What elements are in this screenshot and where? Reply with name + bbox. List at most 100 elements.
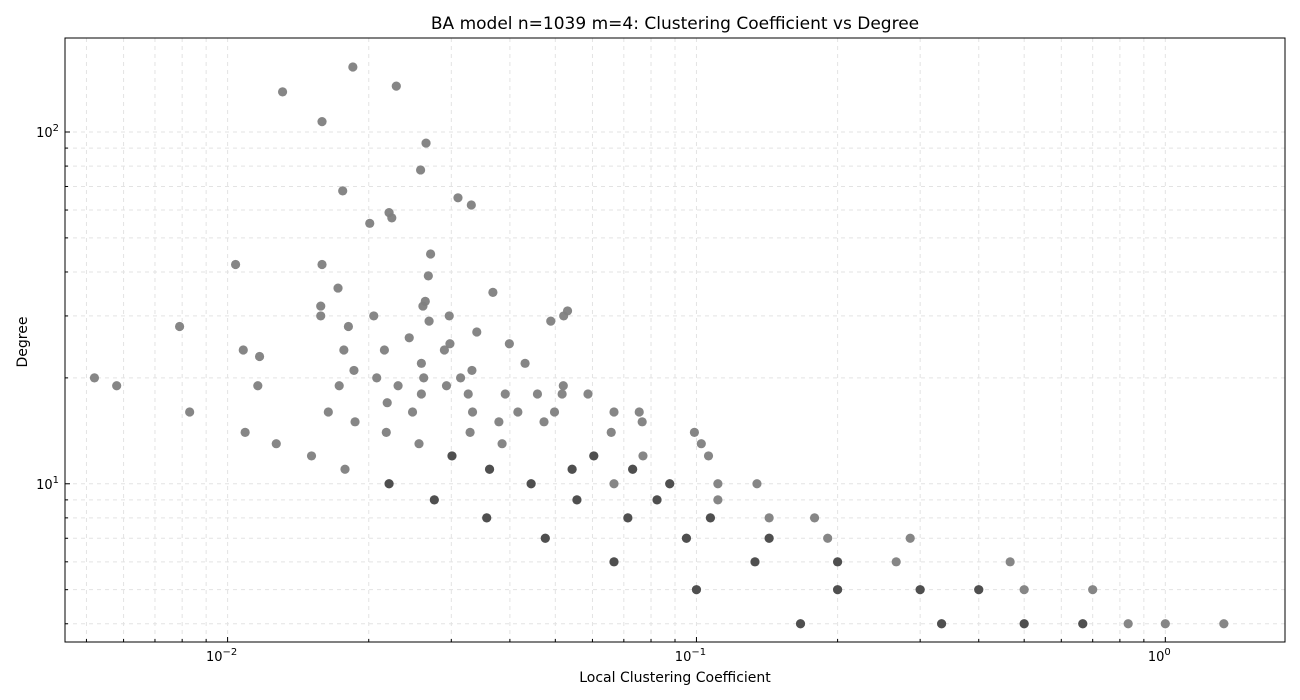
data-point — [334, 381, 344, 391]
data-point — [316, 311, 326, 321]
data-point — [628, 464, 638, 474]
data-point — [445, 339, 455, 349]
data-point — [539, 417, 549, 427]
data-point — [572, 495, 582, 505]
data-point — [350, 417, 360, 427]
data-point — [936, 619, 947, 629]
data-point — [441, 381, 452, 391]
data-point — [466, 200, 476, 210]
data-point — [750, 557, 760, 567]
data-point — [526, 479, 536, 489]
data-point — [425, 249, 436, 259]
data-point — [465, 427, 475, 437]
data-point — [713, 479, 723, 489]
data-point — [340, 464, 350, 474]
data-point — [1078, 619, 1088, 629]
data-point — [589, 451, 599, 461]
data-point — [634, 407, 644, 417]
data-point — [637, 417, 647, 427]
data-point — [500, 389, 510, 399]
data-point — [467, 365, 477, 376]
data-point — [795, 619, 806, 629]
data-point — [1019, 619, 1029, 629]
data-point — [429, 495, 439, 505]
data-point — [623, 513, 633, 523]
data-point — [333, 283, 343, 293]
data-point — [764, 533, 774, 543]
data-point — [421, 138, 431, 148]
data-point — [691, 585, 702, 595]
data-point — [271, 439, 281, 449]
data-point — [453, 193, 463, 203]
data-point — [652, 495, 662, 505]
data-point — [494, 417, 504, 427]
data-point — [306, 451, 317, 461]
data-point — [891, 557, 901, 567]
chart-title: BA model n=1039 m=4: Clustering Coeffici… — [431, 14, 919, 34]
data-point — [823, 533, 833, 543]
data-point — [609, 557, 619, 567]
data-point — [520, 358, 530, 368]
y-tick-exponent: 2 — [53, 123, 59, 134]
data-point — [713, 495, 723, 505]
data-point — [112, 381, 122, 391]
data-point — [393, 381, 403, 391]
data-point — [1219, 619, 1229, 629]
data-point — [415, 165, 426, 175]
data-point — [447, 451, 457, 461]
data-point — [472, 327, 482, 337]
data-point — [316, 301, 326, 311]
x-tick-label: 100 — [1148, 647, 1171, 665]
data-point — [424, 316, 434, 326]
data-point — [549, 407, 560, 417]
data-point — [420, 296, 430, 306]
data-point — [174, 321, 185, 332]
data-point — [348, 62, 358, 72]
data-point — [809, 513, 820, 523]
y-tick-label: 102 — [36, 123, 59, 141]
data-point — [384, 479, 394, 489]
data-point — [832, 585, 843, 595]
data-point — [1160, 619, 1170, 629]
data-point — [416, 358, 426, 368]
data-point — [1123, 619, 1133, 629]
data-point — [323, 407, 333, 417]
data-point — [467, 407, 478, 417]
data-point — [832, 557, 843, 567]
x-tick-exponent: −1 — [691, 647, 706, 658]
data-point — [339, 345, 349, 355]
data-point — [185, 407, 195, 417]
data-point — [905, 533, 915, 543]
data-point — [665, 479, 675, 489]
x-tick-label: 10−2 — [206, 647, 237, 665]
data-point — [583, 389, 593, 399]
x-axis-label: Local Clustering Coefficient — [579, 670, 771, 686]
x-tick-exponent: 0 — [1164, 647, 1170, 658]
data-point — [638, 451, 648, 461]
data-point — [317, 117, 327, 127]
data-point — [1088, 585, 1098, 595]
data-point — [540, 533, 550, 543]
data-point — [455, 373, 466, 383]
y-axis-label: Degree — [15, 317, 31, 368]
data-point — [89, 373, 100, 383]
data-point — [407, 407, 418, 417]
x-tick-exponent: −2 — [222, 647, 237, 658]
data-point — [365, 218, 375, 228]
plot-background — [65, 38, 1285, 642]
data-point — [606, 427, 616, 437]
data-point — [513, 407, 523, 417]
data-point — [414, 439, 424, 449]
data-point — [609, 479, 619, 489]
data-point — [567, 464, 577, 474]
data-point — [439, 345, 449, 355]
data-point — [681, 533, 692, 543]
data-point — [532, 389, 543, 399]
grid-lines — [65, 38, 1285, 642]
data-point — [974, 585, 984, 595]
data-point — [482, 513, 492, 523]
x-tick-label: 10−1 — [675, 647, 706, 665]
data-point — [382, 398, 392, 408]
data-point — [764, 513, 774, 523]
